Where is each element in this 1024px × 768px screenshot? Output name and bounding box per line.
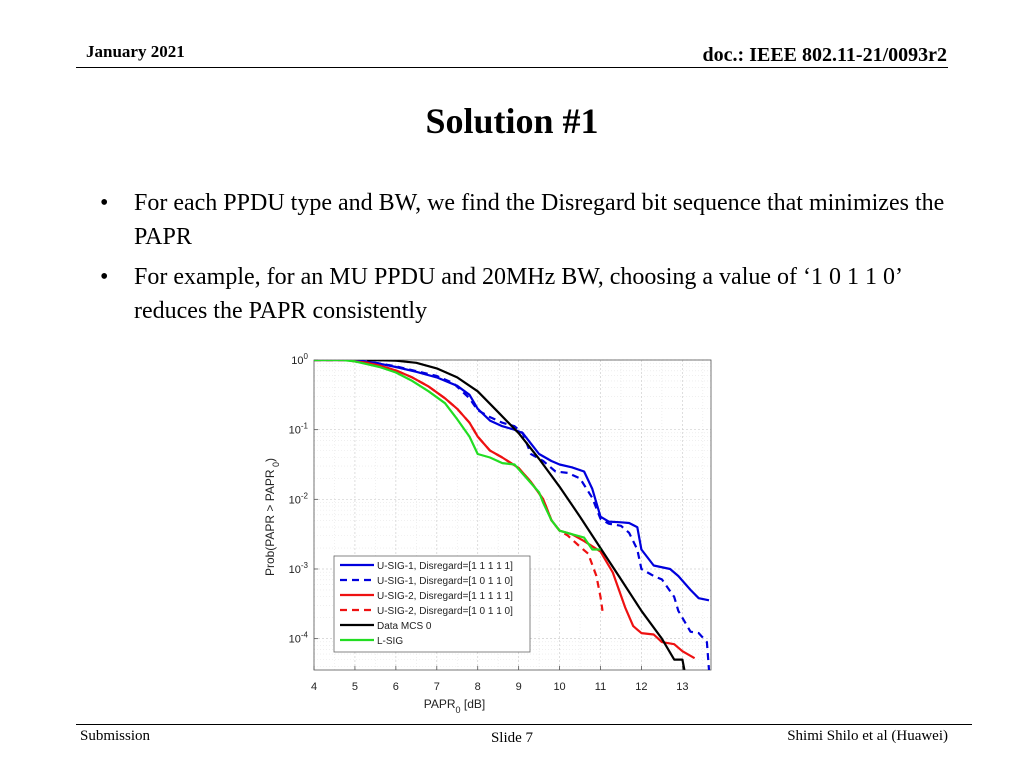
series-line-5 — [367, 360, 686, 670]
bullet-item: • For each PPDU type and BW, we find the… — [100, 186, 960, 254]
x-tick-label: 11 — [595, 681, 606, 693]
y-tick-label: 10-4 — [289, 631, 309, 646]
bullet-icon: • — [100, 190, 109, 216]
header-divider — [76, 67, 948, 68]
x-tick-label: 5 — [352, 681, 358, 693]
x-tick-label: 6 — [393, 681, 399, 693]
x-tick-label: 8 — [475, 681, 481, 693]
x-tick-label: 4 — [311, 681, 317, 693]
series-line-4 — [314, 360, 604, 611]
footer-divider — [76, 724, 972, 725]
footer-submission: Submission — [80, 728, 151, 744]
legend-label: Data MCS 0 — [377, 621, 432, 632]
bullet-item: • For example, for an MU PPDU and 20MHz … — [100, 260, 960, 328]
y-tick-label: 100 — [291, 352, 308, 367]
y-tick-label: 10-3 — [289, 561, 309, 576]
x-tick-label: 7 — [434, 681, 440, 693]
axes-box — [313, 359, 712, 671]
x-tick-label: 10 — [553, 681, 565, 693]
bullet-text: For example, for an MU PPDU and 20MHz BW… — [134, 264, 902, 324]
slide-title: Solution #1 — [425, 101, 599, 141]
legend-label: U-SIG-2, Disregard=[1 1 1 1 1] — [377, 591, 513, 602]
bullet-text: For each PPDU type and BW, we find the D… — [134, 190, 945, 250]
x-axis-label: PAPR0 [dB] — [424, 697, 486, 715]
bullet-icon: • — [100, 264, 109, 290]
papr-ccdf-chart: 4 5 6 7 8 9 10 11 12 13 100 10-1 10-2 10-3 10-4 PAPR0 [… — [263, 352, 712, 715]
y-axis-label: Prob(PAPR > PAPR 0) — [263, 458, 281, 576]
legend-box — [333, 555, 531, 653]
y-tick-label: 10-1 — [289, 422, 309, 437]
series-line-6 — [314, 360, 601, 551]
bullet-list: • For each PPDU type and BW, we find the… — [100, 186, 960, 334]
x-tick-label: 9 — [516, 681, 522, 693]
legend-label: U-SIG-1, Disregard=[1 1 1 1 1] — [377, 561, 513, 572]
footer-author: Shimi Shilo et al (Huawei) — [787, 728, 948, 744]
x-tick-label: 12 — [635, 681, 647, 693]
legend-label: U-SIG-2, Disregard=[1 0 1 1 0] — [377, 606, 513, 617]
series-line-1 — [314, 360, 710, 602]
y-tick-label: 10-2 — [289, 491, 309, 506]
header-doc-number: doc.: IEEE 802.11-21/0093r2 — [702, 44, 947, 66]
x-tick-label: 13 — [676, 681, 688, 693]
series-line-2 — [314, 360, 711, 670]
header-date: January 2021 — [86, 42, 185, 61]
legend-label: L-SIG — [377, 636, 403, 647]
legend-label: U-SIG-1, Disregard=[1 0 1 1 0] — [377, 576, 513, 587]
footer-slide-number: Slide 7 — [490, 730, 534, 746]
